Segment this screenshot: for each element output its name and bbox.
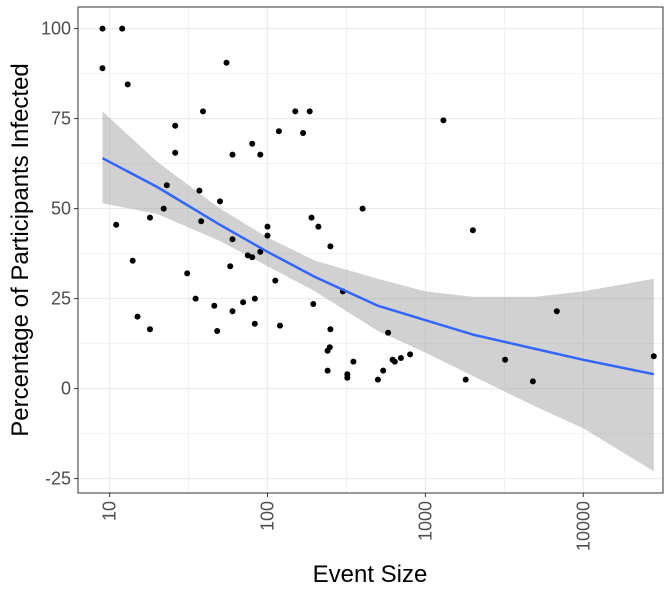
- panel-border: [77, 6, 664, 494]
- data-point: [359, 205, 366, 212]
- data-point: [184, 270, 191, 277]
- data-point: [350, 358, 357, 365]
- data-point: [397, 355, 404, 361]
- data-point: [462, 376, 469, 383]
- data-point: [251, 295, 258, 302]
- data-point: [310, 301, 317, 307]
- data-point: [214, 328, 221, 334]
- data-point: [229, 308, 236, 315]
- data-point: [553, 308, 560, 315]
- confidence-ribbon: [102, 111, 654, 472]
- data-point: [407, 351, 414, 358]
- data-point: [147, 214, 153, 221]
- data-point: [385, 329, 392, 336]
- x-axis: 10 100 1000 10000: [100, 493, 593, 551]
- data-point: [277, 322, 283, 329]
- data-point: [327, 326, 334, 333]
- y-axis: -25 0 25 50 75 100: [41, 19, 78, 489]
- data-point: [172, 149, 179, 156]
- plot-panel: [78, 7, 663, 493]
- data-point: [124, 81, 131, 88]
- data-point: [275, 128, 282, 135]
- x-tick-label: 1000: [415, 501, 435, 541]
- y-tick-label: 50: [51, 199, 71, 219]
- data-points-layer: [99, 25, 657, 385]
- data-point: [650, 353, 657, 360]
- data-point: [300, 130, 307, 136]
- x-tick-label: 10000: [573, 501, 593, 551]
- data-point: [217, 198, 223, 205]
- y-tick-label: -25: [45, 469, 71, 489]
- data-point: [172, 122, 179, 129]
- data-point: [211, 302, 218, 309]
- data-point: [249, 254, 256, 261]
- data-point: [163, 182, 170, 189]
- data-point: [134, 313, 141, 320]
- data-point: [200, 108, 206, 115]
- data-point: [113, 221, 120, 228]
- data-point: [223, 59, 230, 66]
- data-point: [196, 187, 203, 194]
- data-point: [391, 358, 398, 365]
- data-point: [272, 277, 279, 284]
- data-point: [324, 367, 331, 374]
- data-point: [344, 374, 351, 381]
- data-point: [327, 243, 334, 250]
- data-point: [502, 356, 509, 363]
- minor-gridlines: [78, 7, 663, 493]
- data-point: [315, 223, 322, 230]
- data-point: [257, 151, 264, 158]
- data-point: [257, 248, 264, 255]
- data-point: [469, 227, 476, 234]
- data-point: [324, 347, 331, 354]
- data-point: [249, 140, 256, 147]
- data-point: [251, 320, 258, 327]
- data-point: [529, 378, 536, 385]
- x-axis-title: Event Size: [313, 561, 428, 588]
- data-point: [306, 108, 313, 115]
- major-gridlines: [78, 7, 663, 493]
- data-point: [292, 108, 299, 115]
- data-point: [147, 326, 153, 333]
- data-point: [99, 65, 106, 72]
- fit-line: [101, 157, 655, 376]
- data-point: [227, 263, 234, 270]
- y-tick-label: 100: [41, 19, 71, 39]
- data-point: [119, 25, 126, 32]
- y-axis-title: Percentage of Participants Infected: [7, 63, 34, 437]
- data-point: [240, 299, 247, 306]
- confidence-ribbon-layer: [102, 111, 654, 472]
- y-tick-label: 75: [51, 109, 71, 129]
- y-tick-label: 0: [61, 379, 71, 399]
- data-point: [264, 223, 271, 230]
- data-point: [264, 232, 271, 239]
- data-point: [160, 205, 167, 212]
- data-point: [129, 257, 136, 264]
- data-point: [198, 218, 205, 225]
- y-tick-label: 25: [51, 289, 71, 309]
- fit-line-layer: [101, 157, 655, 376]
- data-point: [380, 367, 387, 374]
- data-point: [440, 117, 447, 124]
- data-point: [308, 214, 315, 221]
- data-point: [99, 25, 106, 32]
- data-point: [374, 376, 381, 383]
- data-point: [192, 295, 199, 302]
- x-tick-label: 10: [100, 501, 120, 521]
- data-point: [229, 236, 236, 243]
- x-tick-label: 100: [258, 501, 278, 531]
- data-point: [229, 151, 236, 158]
